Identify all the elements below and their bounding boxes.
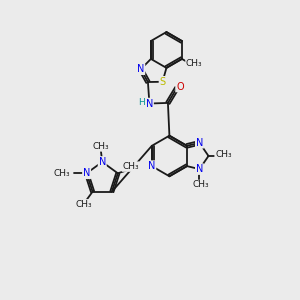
Text: CH₃: CH₃ (186, 58, 202, 68)
Text: CH₃: CH₃ (54, 169, 70, 178)
Text: H: H (138, 98, 144, 106)
Text: N: N (98, 157, 106, 167)
Text: N: N (148, 161, 155, 171)
Text: CH₃: CH₃ (92, 142, 109, 151)
Text: CH₃: CH₃ (76, 200, 92, 209)
Text: CH₃: CH₃ (215, 150, 232, 159)
Text: N: N (137, 64, 145, 74)
Text: N: N (196, 164, 203, 174)
Text: CH₃: CH₃ (192, 180, 209, 189)
Text: N: N (83, 168, 90, 178)
Text: S: S (160, 77, 166, 87)
Text: N: N (196, 138, 203, 148)
Text: O: O (176, 82, 184, 92)
Text: N: N (146, 98, 153, 109)
Text: CH₃: CH₃ (122, 162, 139, 171)
